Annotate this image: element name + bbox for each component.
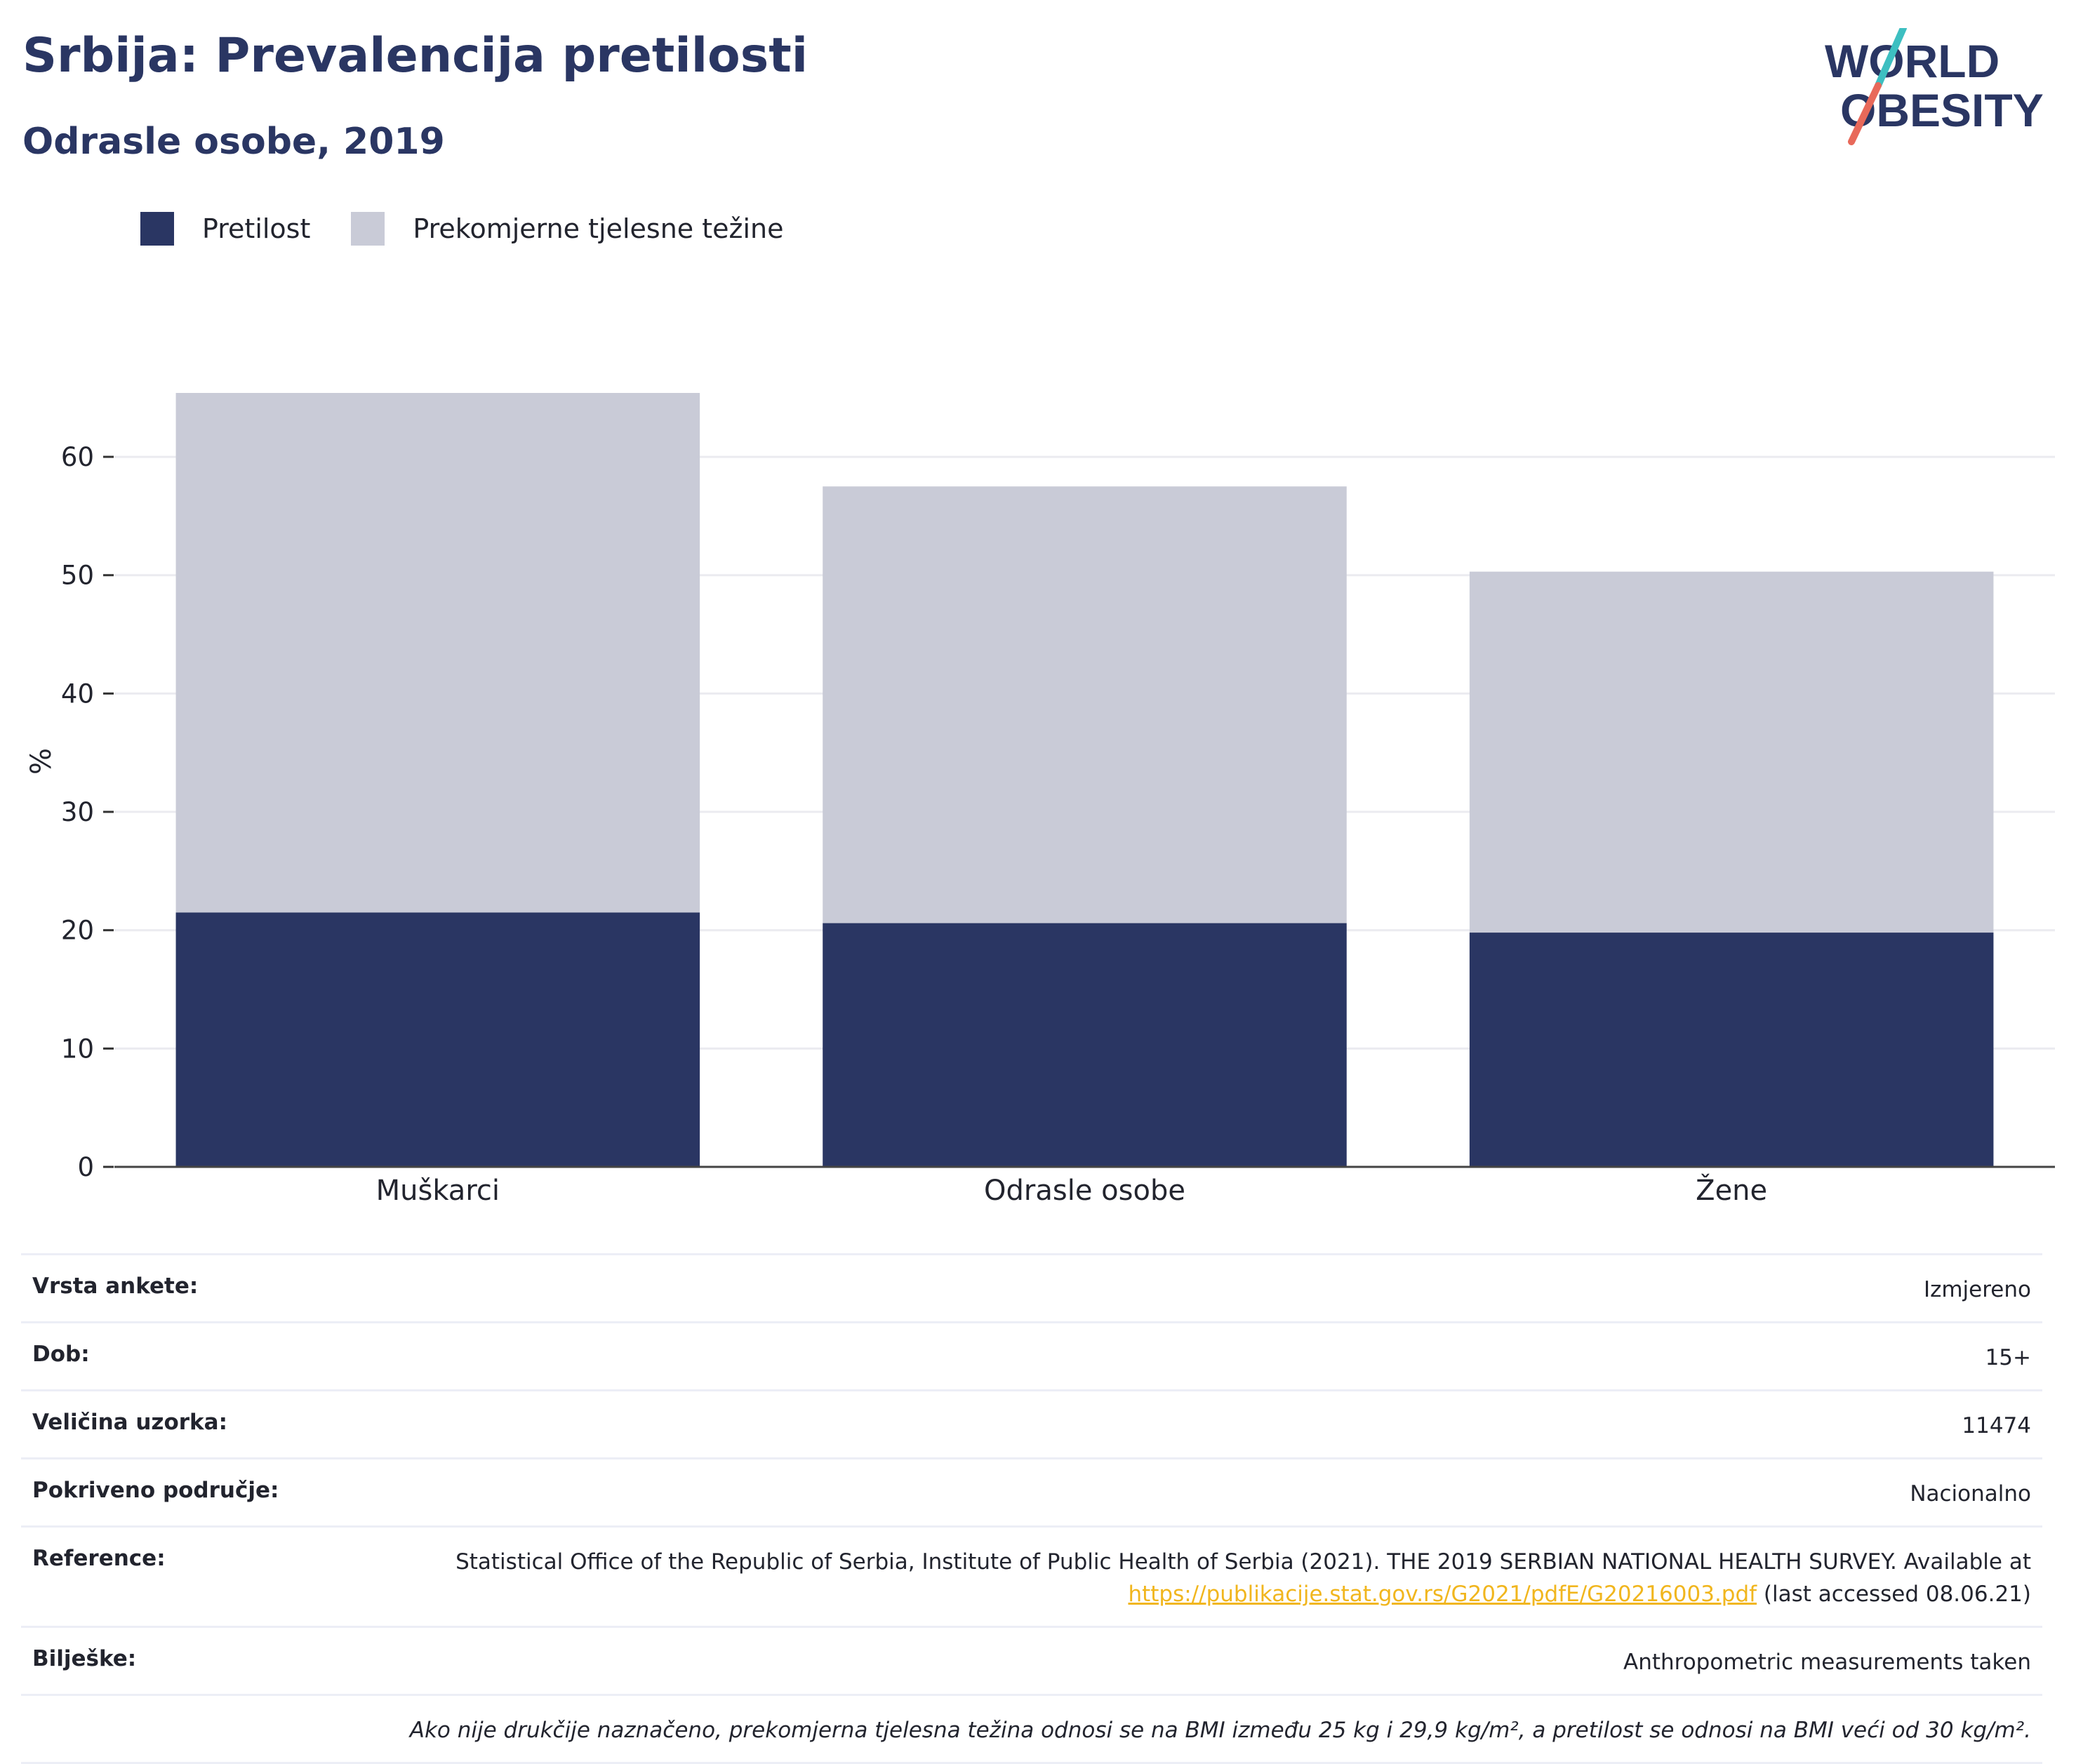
info-row-coverage: Pokriveno područje: Nacionalno — [21, 1457, 2042, 1525]
y-tick-label: 50 — [61, 561, 94, 591]
bar-segment-prekomjerne[interactable] — [175, 393, 700, 913]
survey-info-table: Vrsta ankete: Izmjereno Dob: 15+ Veličin… — [21, 1253, 2042, 1764]
info-row-footnote: Ako nije drukčije naznačeno, prekomjerna… — [21, 1694, 2042, 1764]
chart-title: Srbija: Prevalencija pretilosti — [22, 28, 809, 83]
info-label: Vrsta ankete: — [32, 1274, 199, 1299]
bar-segment-prekomjerne[interactable] — [1469, 571, 1994, 933]
x-tick-label: Muškarci — [376, 1175, 500, 1207]
y-tick-label: 20 — [61, 916, 94, 946]
reference-text: Statistical Office of the Republic of Se… — [445, 1546, 2031, 1610]
y-tick-label: 40 — [61, 679, 94, 709]
legend-item-prekomjerne[interactable]: Prekomjerne tjelesne težine — [351, 212, 784, 246]
info-label: Reference: — [32, 1546, 166, 1571]
info-label: Bilješke: — [32, 1646, 137, 1671]
reference-link[interactable]: https://publikacije.stat.gov.rs/G2021/pd… — [1128, 1582, 1757, 1607]
legend-swatch-prekomjerne — [351, 212, 385, 246]
logo-line-1: WORLD — [1825, 35, 2000, 87]
footnote-text: Ako nije drukčije naznačeno, prekomjerna… — [409, 1718, 2031, 1743]
reference-text-before: Statistical Office of the Republic of Se… — [455, 1549, 2031, 1575]
x-tick-label: Odrasle osobe — [984, 1175, 1185, 1207]
info-row-notes: Bilješke: Anthropometric measurements ta… — [21, 1626, 2042, 1694]
reference-text-after: (last accessed 08.06.21) — [1757, 1582, 2031, 1607]
info-row-age: Dob: 15+ — [21, 1321, 2042, 1389]
y-tick-label: 0 — [77, 1152, 94, 1182]
y-tick-label: 30 — [61, 797, 94, 827]
info-value: Izmjereno — [1923, 1277, 2031, 1302]
info-label: Pokriveno područje: — [32, 1478, 279, 1503]
logo-slash-teal — [1875, 28, 1907, 89]
chart-legend: Pretilost Prekomjerne tjelesne težine — [140, 208, 825, 250]
legend-label-prekomjerne: Prekomjerne tjelesne težine — [413, 213, 784, 244]
bar-segment-prekomjerne[interactable] — [823, 486, 1347, 923]
legend-label-pretilost: Pretilost — [202, 213, 311, 244]
info-value: 11474 — [1962, 1413, 2031, 1438]
bar-chart: 0 10 20 30 40 50 60% Muškarci Odrasle osobe Žene — [25, 393, 2055, 1207]
bar-segment-pretilost[interactable] — [823, 923, 1347, 1167]
y-tick-label: 10 — [61, 1034, 94, 1064]
info-label: Dob: — [32, 1342, 90, 1367]
y-tick-label: 60 — [61, 442, 94, 472]
info-value: 15+ — [1985, 1345, 2031, 1370]
chart-subtitle: Odrasle osobe, 2019 — [22, 121, 445, 163]
info-row-sample-size: Veličina uzorka: 11474 — [21, 1389, 2042, 1457]
info-value: Anthropometric measurements taken — [1623, 1650, 2031, 1675]
legend-swatch-pretilost — [140, 212, 174, 246]
y-axis-title: % — [25, 748, 58, 775]
logo-slash-red — [1848, 82, 1882, 145]
bar-segment-pretilost[interactable] — [1469, 933, 1994, 1167]
info-label: Veličina uzorka: — [32, 1410, 227, 1435]
legend-item-pretilost[interactable]: Pretilost — [140, 212, 310, 246]
info-row-reference: Reference: Statistical Office of the Rep… — [21, 1525, 2042, 1626]
x-tick-label: Žene — [1696, 1173, 1767, 1207]
info-value: Nacionalno — [1910, 1481, 2031, 1506]
world-obesity-logo: WORLD OBESITY — [1825, 28, 2044, 145]
bar-segment-pretilost[interactable] — [175, 912, 700, 1167]
info-row-survey-type: Vrsta ankete: Izmjereno — [21, 1253, 2042, 1321]
